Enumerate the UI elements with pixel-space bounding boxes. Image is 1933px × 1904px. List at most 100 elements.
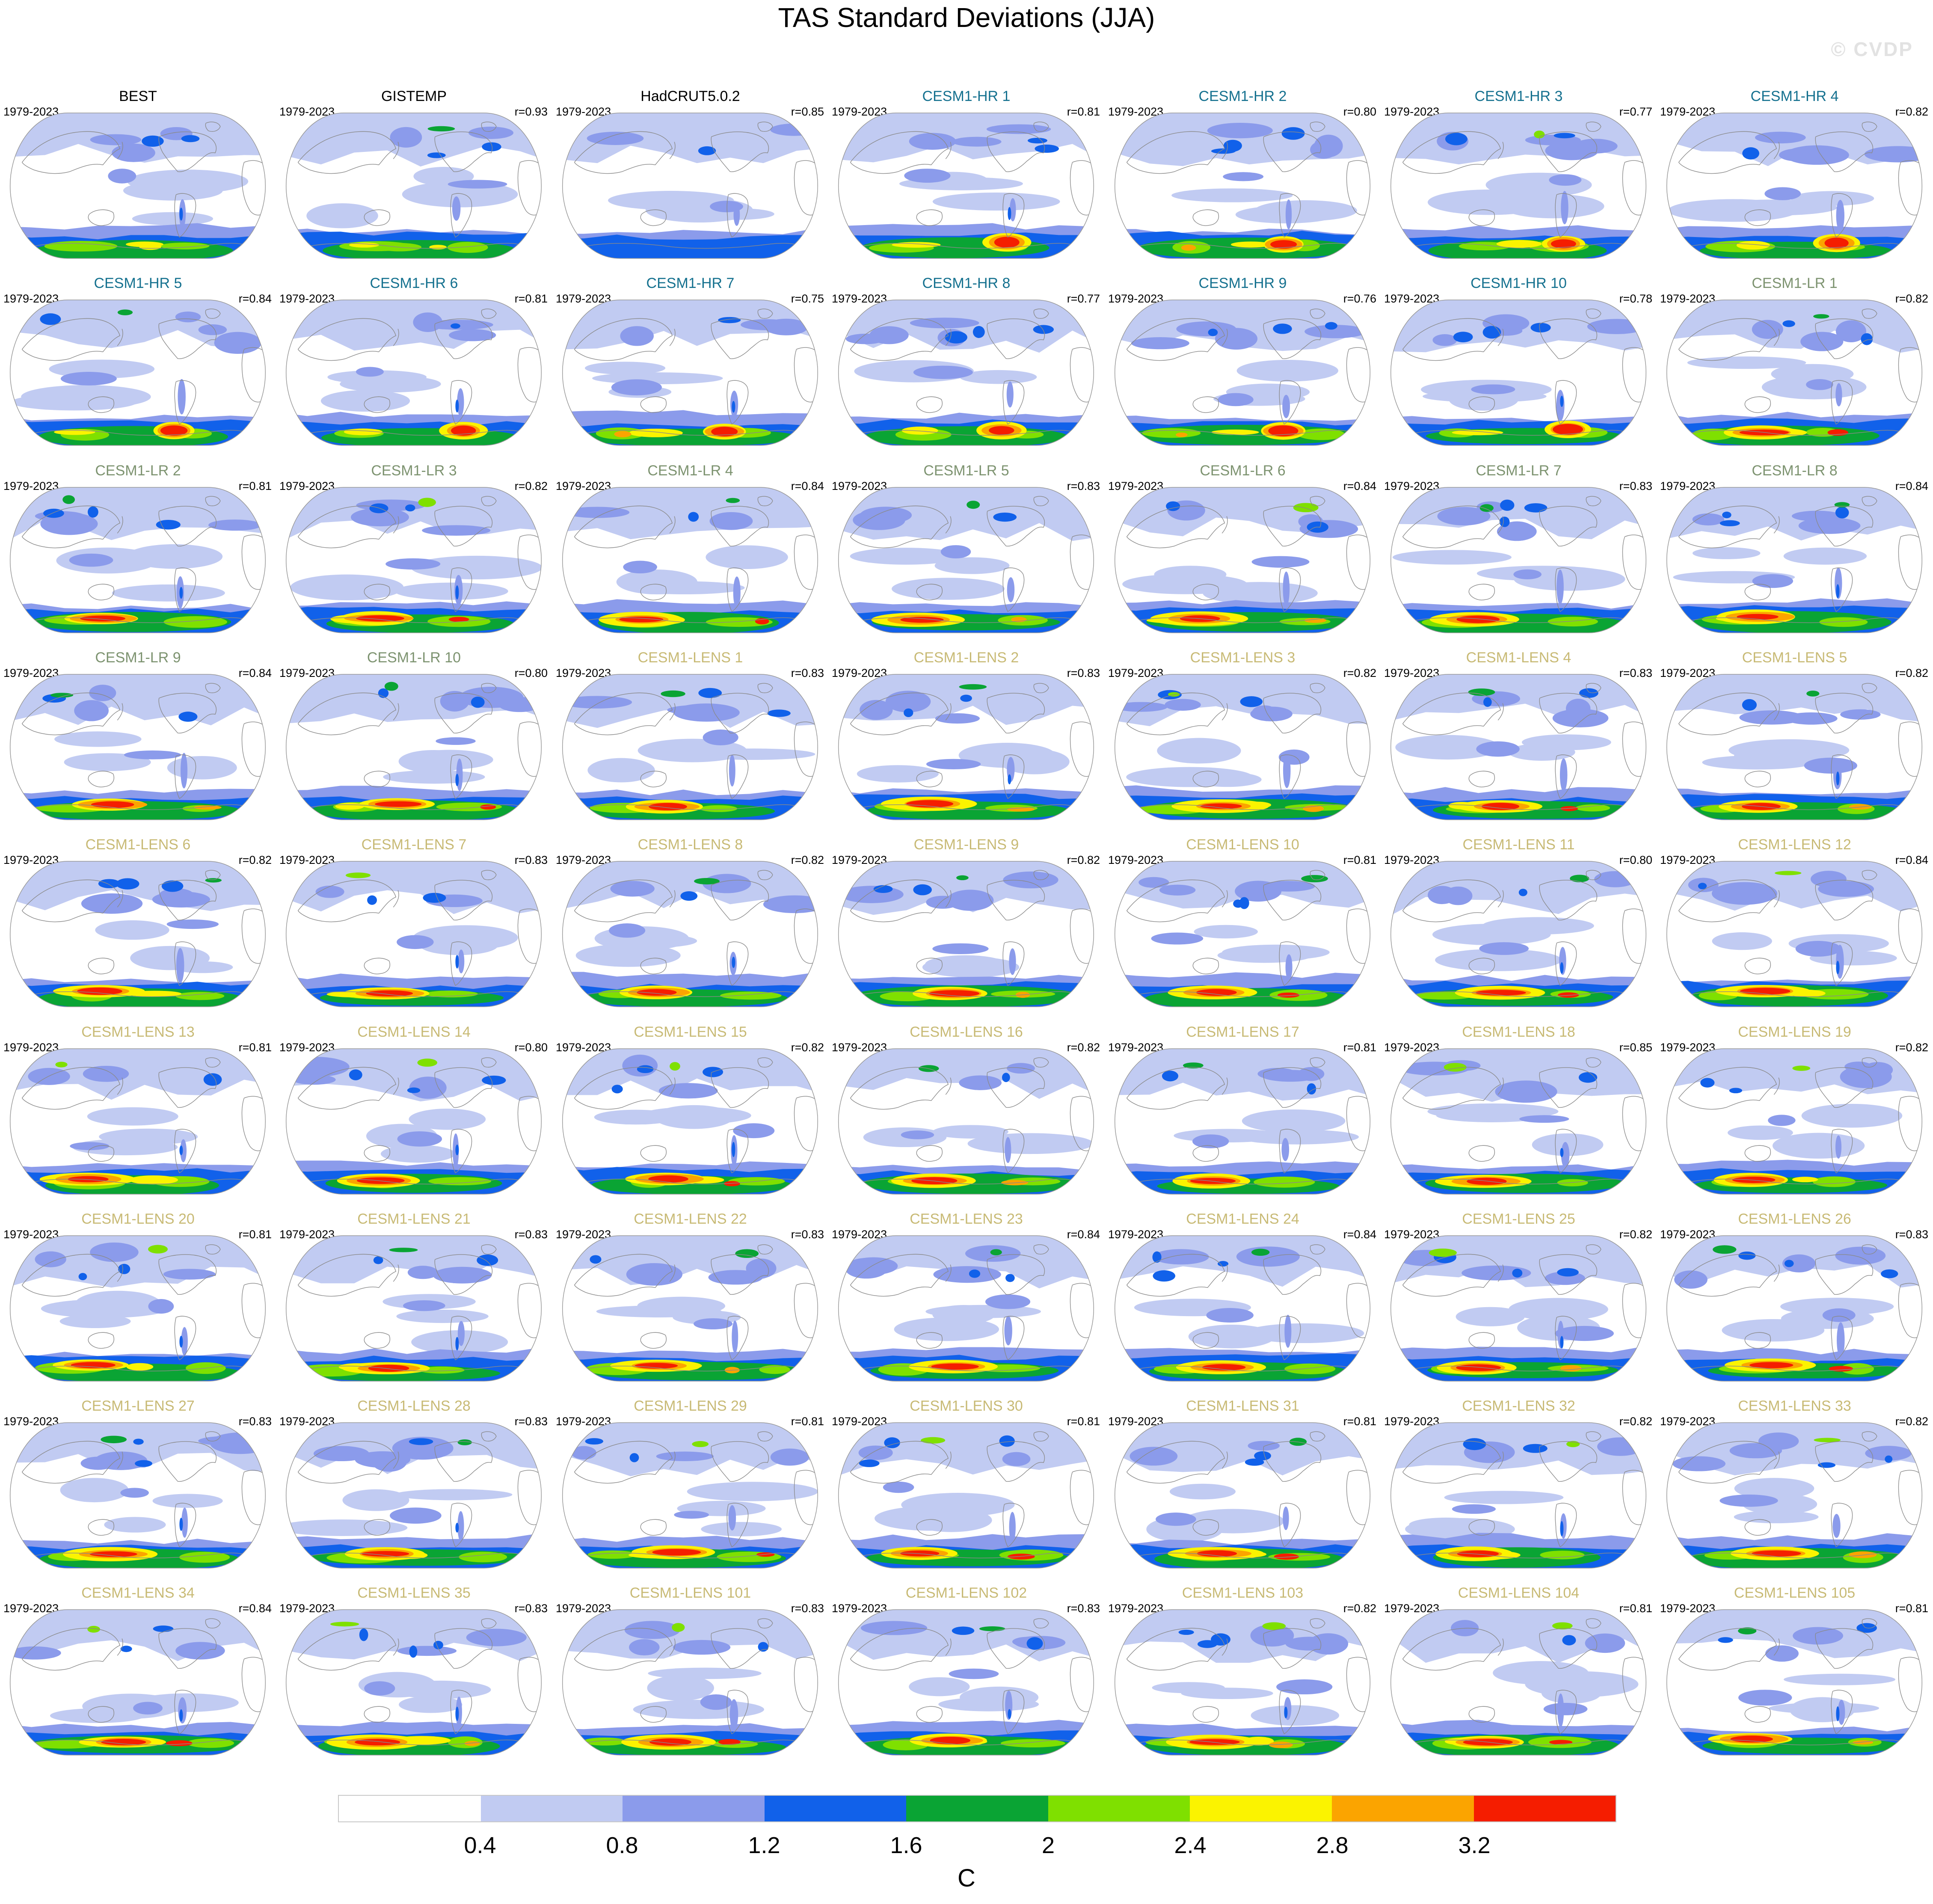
panel-r-value: r=0.93 xyxy=(514,105,548,118)
map-panel: CESM1-LENS 32 1979-2023 r=0.82 xyxy=(1381,1387,1657,1574)
panel-period: 1979-2023 xyxy=(1660,1415,1716,1428)
world-map xyxy=(285,1235,542,1382)
colorbar-segment xyxy=(339,1796,481,1821)
panel-title: CESM1-HR 4 xyxy=(1750,88,1839,104)
world-map xyxy=(1114,674,1371,820)
panel-r-value: r=0.83 xyxy=(791,667,824,679)
panel-title: CESM1-HR 3 xyxy=(1474,88,1563,104)
map-panel: CESM1-LR 8 1979-2023 r=0.84 xyxy=(1657,451,1933,638)
panel-period: 1979-2023 xyxy=(556,292,611,305)
world-map xyxy=(285,1048,542,1195)
panel-r-value: r=0.83 xyxy=(791,1602,824,1615)
panel-period: 1979-2023 xyxy=(832,1602,887,1615)
map-panel: CESM1-LENS 104 1979-2023 r=0.81 xyxy=(1381,1574,1657,1761)
panel-r-value: r=0.81 xyxy=(1067,1415,1100,1428)
panel-period: 1979-2023 xyxy=(1108,854,1164,866)
panel-period: 1979-2023 xyxy=(1384,1415,1440,1428)
panel-title: CESM1-LENS 14 xyxy=(357,1024,471,1040)
panel-period: 1979-2023 xyxy=(1660,105,1716,118)
panel-title: CESM1-LENS 104 xyxy=(1458,1585,1580,1601)
world-map xyxy=(838,861,1094,1007)
map-panel: CESM1-LENS 21 1979-2023 r=0.83 xyxy=(276,1200,552,1387)
panel-title: CESM1-LENS 30 xyxy=(910,1398,1023,1414)
world-map xyxy=(9,300,266,446)
world-map xyxy=(1666,1609,1923,1756)
panel-period: 1979-2023 xyxy=(279,1602,335,1615)
panel-title: CESM1-HR 5 xyxy=(94,275,182,291)
panel-period: 1979-2023 xyxy=(832,105,887,118)
panel-r-value: r=0.84 xyxy=(238,667,272,679)
colorbar-tick-label: 1.6 xyxy=(890,1833,922,1858)
panel-r-value: r=0.82 xyxy=(514,480,548,492)
panel-title: CESM1-LENS 6 xyxy=(85,836,191,853)
panel-period: 1979-2023 xyxy=(1660,667,1716,679)
map-panel: CESM1-LR 4 1979-2023 r=0.84 xyxy=(552,451,828,638)
panel-title: CESM1-LR 9 xyxy=(95,649,181,666)
colorbar-tick-label: 2.8 xyxy=(1316,1833,1349,1858)
world-map xyxy=(562,674,818,820)
panel-r-value: r=0.83 xyxy=(1619,480,1652,492)
world-map xyxy=(1114,300,1371,446)
colorbar-tick-label: 0.4 xyxy=(464,1833,496,1858)
colorbar-tick-label: 0.8 xyxy=(606,1833,638,1858)
panel-r-value: r=0.84 xyxy=(238,292,272,305)
panel-title: CESM1-LENS 34 xyxy=(81,1585,195,1601)
panel-title: CESM1-LENS 12 xyxy=(1738,836,1851,853)
panel-r-value: r=0.84 xyxy=(1343,1228,1376,1241)
panel-r-value: r=0.83 xyxy=(1895,1228,1928,1241)
panel-period: 1979-2023 xyxy=(1660,1228,1716,1241)
world-map xyxy=(9,861,266,1007)
map-panel: CESM1-LENS 18 1979-2023 r=0.85 xyxy=(1381,1013,1657,1200)
panel-title: CESM1-LENS 105 xyxy=(1734,1585,1856,1601)
panel-title: CESM1-LR 3 xyxy=(371,463,457,479)
panel-period: 1979-2023 xyxy=(1384,1041,1440,1054)
map-panel: CESM1-LR 6 1979-2023 r=0.84 xyxy=(1105,451,1381,638)
panel-title: CESM1-LENS 18 xyxy=(1462,1024,1575,1040)
panel-period: 1979-2023 xyxy=(3,480,59,492)
panel-period: 1979-2023 xyxy=(556,105,611,118)
world-map xyxy=(285,674,542,820)
panel-r-value: r=0.80 xyxy=(514,667,548,679)
map-panel: CESM1-LENS 11 1979-2023 r=0.80 xyxy=(1381,825,1657,1012)
panel-r-value: r=0.81 xyxy=(238,1041,272,1054)
panel-r-value: r=0.85 xyxy=(1619,1041,1652,1054)
panel-period: 1979-2023 xyxy=(556,1228,611,1241)
panel-period: 1979-2023 xyxy=(3,667,59,679)
world-map xyxy=(1666,861,1923,1007)
panel-r-value: r=0.82 xyxy=(1895,105,1928,118)
world-map xyxy=(9,1422,266,1569)
colorbar-tick-label: 1.2 xyxy=(748,1833,780,1858)
colorbar-segment xyxy=(906,1796,1048,1821)
panel-r-value: r=0.82 xyxy=(1343,1602,1376,1615)
panel-r-value: r=0.83 xyxy=(791,1228,824,1241)
map-panel: CESM1-LENS 10 1979-2023 r=0.81 xyxy=(1105,825,1381,1012)
panel-r-value: r=0.81 xyxy=(238,1228,272,1241)
world-map xyxy=(1666,300,1923,446)
colorbar-segment xyxy=(764,1796,907,1821)
colorbar-segment xyxy=(1331,1796,1474,1821)
world-map xyxy=(838,113,1094,259)
panel-r-value: r=0.84 xyxy=(1343,480,1376,492)
panel-period: 1979-2023 xyxy=(1384,480,1440,492)
world-map xyxy=(1390,300,1647,446)
colorbar-unit-label: C xyxy=(958,1864,975,1892)
panel-period: 1979-2023 xyxy=(832,1228,887,1241)
panel-r-value: r=0.83 xyxy=(1067,480,1100,492)
panel-r-value: r=0.81 xyxy=(1343,1415,1376,1428)
panel-r-value: r=0.83 xyxy=(1067,667,1100,679)
panel-r-value: r=0.83 xyxy=(514,1602,548,1615)
panel-title: CESM1-LENS 7 xyxy=(361,836,467,853)
map-panel: CESM1-LENS 103 1979-2023 r=0.82 xyxy=(1105,1574,1381,1761)
panel-r-value: r=0.82 xyxy=(791,1041,824,1054)
map-panel: CESM1-LENS 2 1979-2023 r=0.83 xyxy=(828,638,1104,825)
world-map xyxy=(1114,861,1371,1007)
world-map xyxy=(1114,1422,1371,1569)
panel-r-value: r=0.84 xyxy=(238,1602,272,1615)
panel-period: 1979-2023 xyxy=(279,292,335,305)
map-panel: BEST 1979-2023 xyxy=(0,77,276,264)
world-map xyxy=(9,113,266,259)
world-map xyxy=(1666,113,1923,259)
map-panel: CESM1-HR 3 1979-2023 r=0.77 xyxy=(1381,77,1657,264)
map-panel: CESM1-LENS 26 1979-2023 r=0.83 xyxy=(1657,1200,1933,1387)
panel-period: 1979-2023 xyxy=(556,1041,611,1054)
